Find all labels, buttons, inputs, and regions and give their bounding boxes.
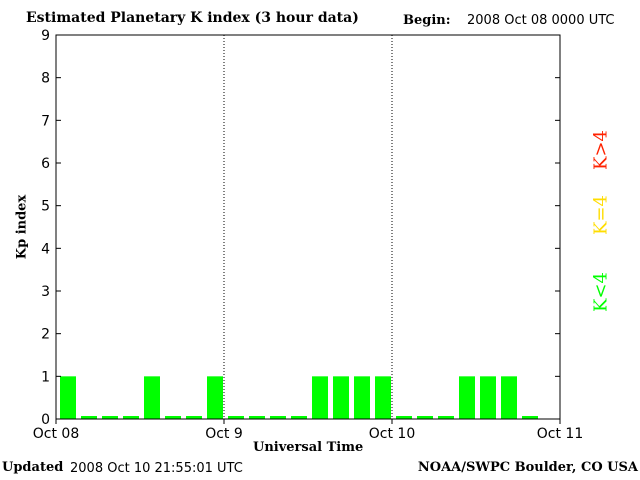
begin-value: 2008 Oct 08 0000 UTC: [467, 13, 615, 28]
y-tick-label: 2: [41, 327, 50, 343]
kp-bar: [186, 416, 202, 419]
y-tick-label: 9: [41, 28, 50, 44]
kp-bar: [102, 416, 118, 419]
plot-frame: [55, 34, 561, 420]
kp-bar: [207, 376, 223, 419]
kp-bar: [270, 416, 286, 419]
y-tick-label: 4: [41, 241, 50, 257]
begin-label: Begin:: [403, 13, 451, 28]
day-separators: [223, 35, 393, 419]
y-tick-label: 5: [41, 199, 50, 215]
y-axis-label: Kp index: [14, 194, 30, 260]
y-tick-label: 1: [41, 369, 50, 385]
legend-k-below-4: K<4: [590, 272, 612, 312]
kp-bar: [417, 416, 433, 419]
x-tick-label: Oct 10: [369, 426, 415, 442]
y-tick-label: 6: [41, 156, 50, 172]
kp-bar: [438, 416, 454, 419]
kp-bar: [165, 416, 181, 419]
bars-group: [60, 376, 538, 419]
kp-bar: [354, 376, 370, 419]
kp-bar: [459, 376, 475, 419]
x-axis: Oct 08 Oct 9 Oct 10 Oct 11: [33, 419, 583, 442]
kp-bar: [228, 416, 244, 419]
kp-bar: [501, 376, 517, 419]
kp-bar: [60, 376, 76, 419]
legend-k-equals-4: K=4: [590, 195, 612, 235]
y-tick-label: 8: [41, 71, 50, 87]
x-tick-label: Oct 11: [537, 426, 583, 442]
y-tick-label: 7: [41, 113, 50, 129]
credit-text: NOAA/SWPC Boulder, CO USA: [417, 460, 638, 475]
kp-bar: [144, 376, 160, 419]
x-axis-label: Universal Time: [253, 440, 364, 455]
legend-k-above-4: K>4: [590, 130, 612, 170]
y-axis: 0 1 2 3 4 5 6 7 8 9: [41, 28, 560, 428]
kp-bar: [312, 376, 328, 419]
kp-bar: [249, 416, 265, 419]
kp-bar: [396, 416, 412, 419]
x-tick-label: Oct 9: [205, 426, 243, 442]
updated-label: Updated: [2, 460, 64, 475]
kp-bar: [123, 416, 139, 419]
kp-bar: [480, 376, 496, 419]
kp-bar: [522, 416, 538, 419]
kp-bar: [375, 376, 391, 419]
y-tick-label: 0: [41, 412, 50, 428]
chart-title: Estimated Planetary K index (3 hour data…: [26, 10, 359, 26]
updated-timestamp: 2008 Oct 10 21:55:01 UTC: [70, 461, 243, 476]
kp-bar: [291, 416, 307, 419]
y-tick-label: 3: [41, 284, 50, 300]
kp-bar: [81, 416, 97, 419]
x-tick-label: Oct 08: [33, 426, 79, 442]
kp-bar: [333, 376, 349, 419]
